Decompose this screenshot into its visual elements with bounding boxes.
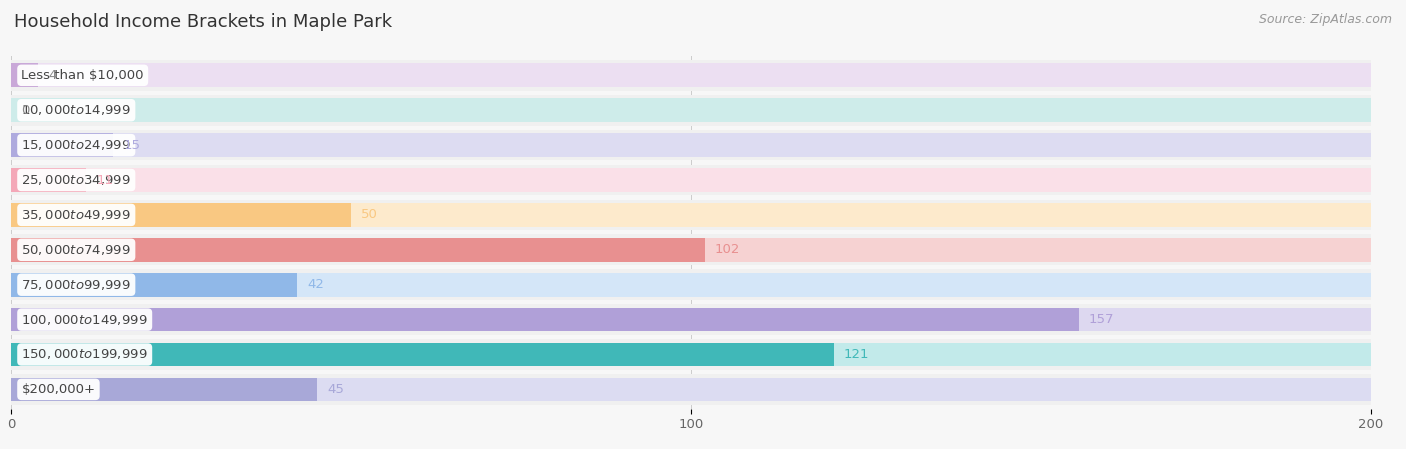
Bar	[11, 238, 704, 262]
Text: $75,000 to $99,999: $75,000 to $99,999	[21, 277, 131, 292]
Bar	[11, 165, 1371, 195]
Text: $15,000 to $24,999: $15,000 to $24,999	[21, 138, 131, 152]
Text: 121: 121	[844, 348, 869, 361]
Text: 4: 4	[49, 69, 58, 82]
Bar	[11, 133, 114, 157]
Text: 157: 157	[1088, 313, 1114, 326]
Bar	[11, 308, 1371, 331]
Text: 102: 102	[714, 243, 740, 256]
Bar	[11, 168, 86, 192]
Bar	[11, 269, 1371, 300]
Text: $35,000 to $49,999: $35,000 to $49,999	[21, 208, 131, 222]
Bar	[11, 273, 297, 297]
Bar	[11, 63, 38, 87]
Text: Household Income Brackets in Maple Park: Household Income Brackets in Maple Park	[14, 13, 392, 31]
Text: 0: 0	[21, 104, 30, 117]
Bar	[11, 308, 1078, 331]
Bar	[11, 60, 1371, 91]
Bar	[11, 203, 352, 227]
Bar	[11, 378, 318, 401]
Bar	[11, 234, 1371, 265]
Text: Source: ZipAtlas.com: Source: ZipAtlas.com	[1258, 13, 1392, 26]
Bar	[11, 273, 1371, 297]
Bar	[11, 238, 1371, 262]
Text: $10,000 to $14,999: $10,000 to $14,999	[21, 103, 131, 117]
Bar	[11, 374, 1371, 405]
Bar	[11, 98, 1371, 122]
Bar	[11, 168, 1371, 192]
Bar	[11, 130, 1371, 160]
Text: 11: 11	[96, 173, 114, 186]
Text: $150,000 to $199,999: $150,000 to $199,999	[21, 348, 148, 361]
Text: $200,000+: $200,000+	[21, 383, 96, 396]
Bar	[11, 63, 1371, 87]
Bar	[11, 304, 1371, 335]
Bar	[11, 378, 1371, 401]
Text: 50: 50	[361, 208, 378, 221]
Bar	[11, 343, 834, 366]
Bar	[11, 95, 1371, 126]
Text: 42: 42	[307, 278, 323, 291]
Bar	[11, 339, 1371, 370]
Text: $50,000 to $74,999: $50,000 to $74,999	[21, 243, 131, 257]
Bar	[11, 343, 1371, 366]
Text: 45: 45	[328, 383, 344, 396]
Text: 15: 15	[124, 139, 141, 152]
Text: Less than $10,000: Less than $10,000	[21, 69, 143, 82]
Bar	[11, 199, 1371, 230]
Text: $25,000 to $34,999: $25,000 to $34,999	[21, 173, 131, 187]
Bar	[11, 203, 1371, 227]
Bar	[11, 133, 1371, 157]
Text: $100,000 to $149,999: $100,000 to $149,999	[21, 313, 148, 326]
